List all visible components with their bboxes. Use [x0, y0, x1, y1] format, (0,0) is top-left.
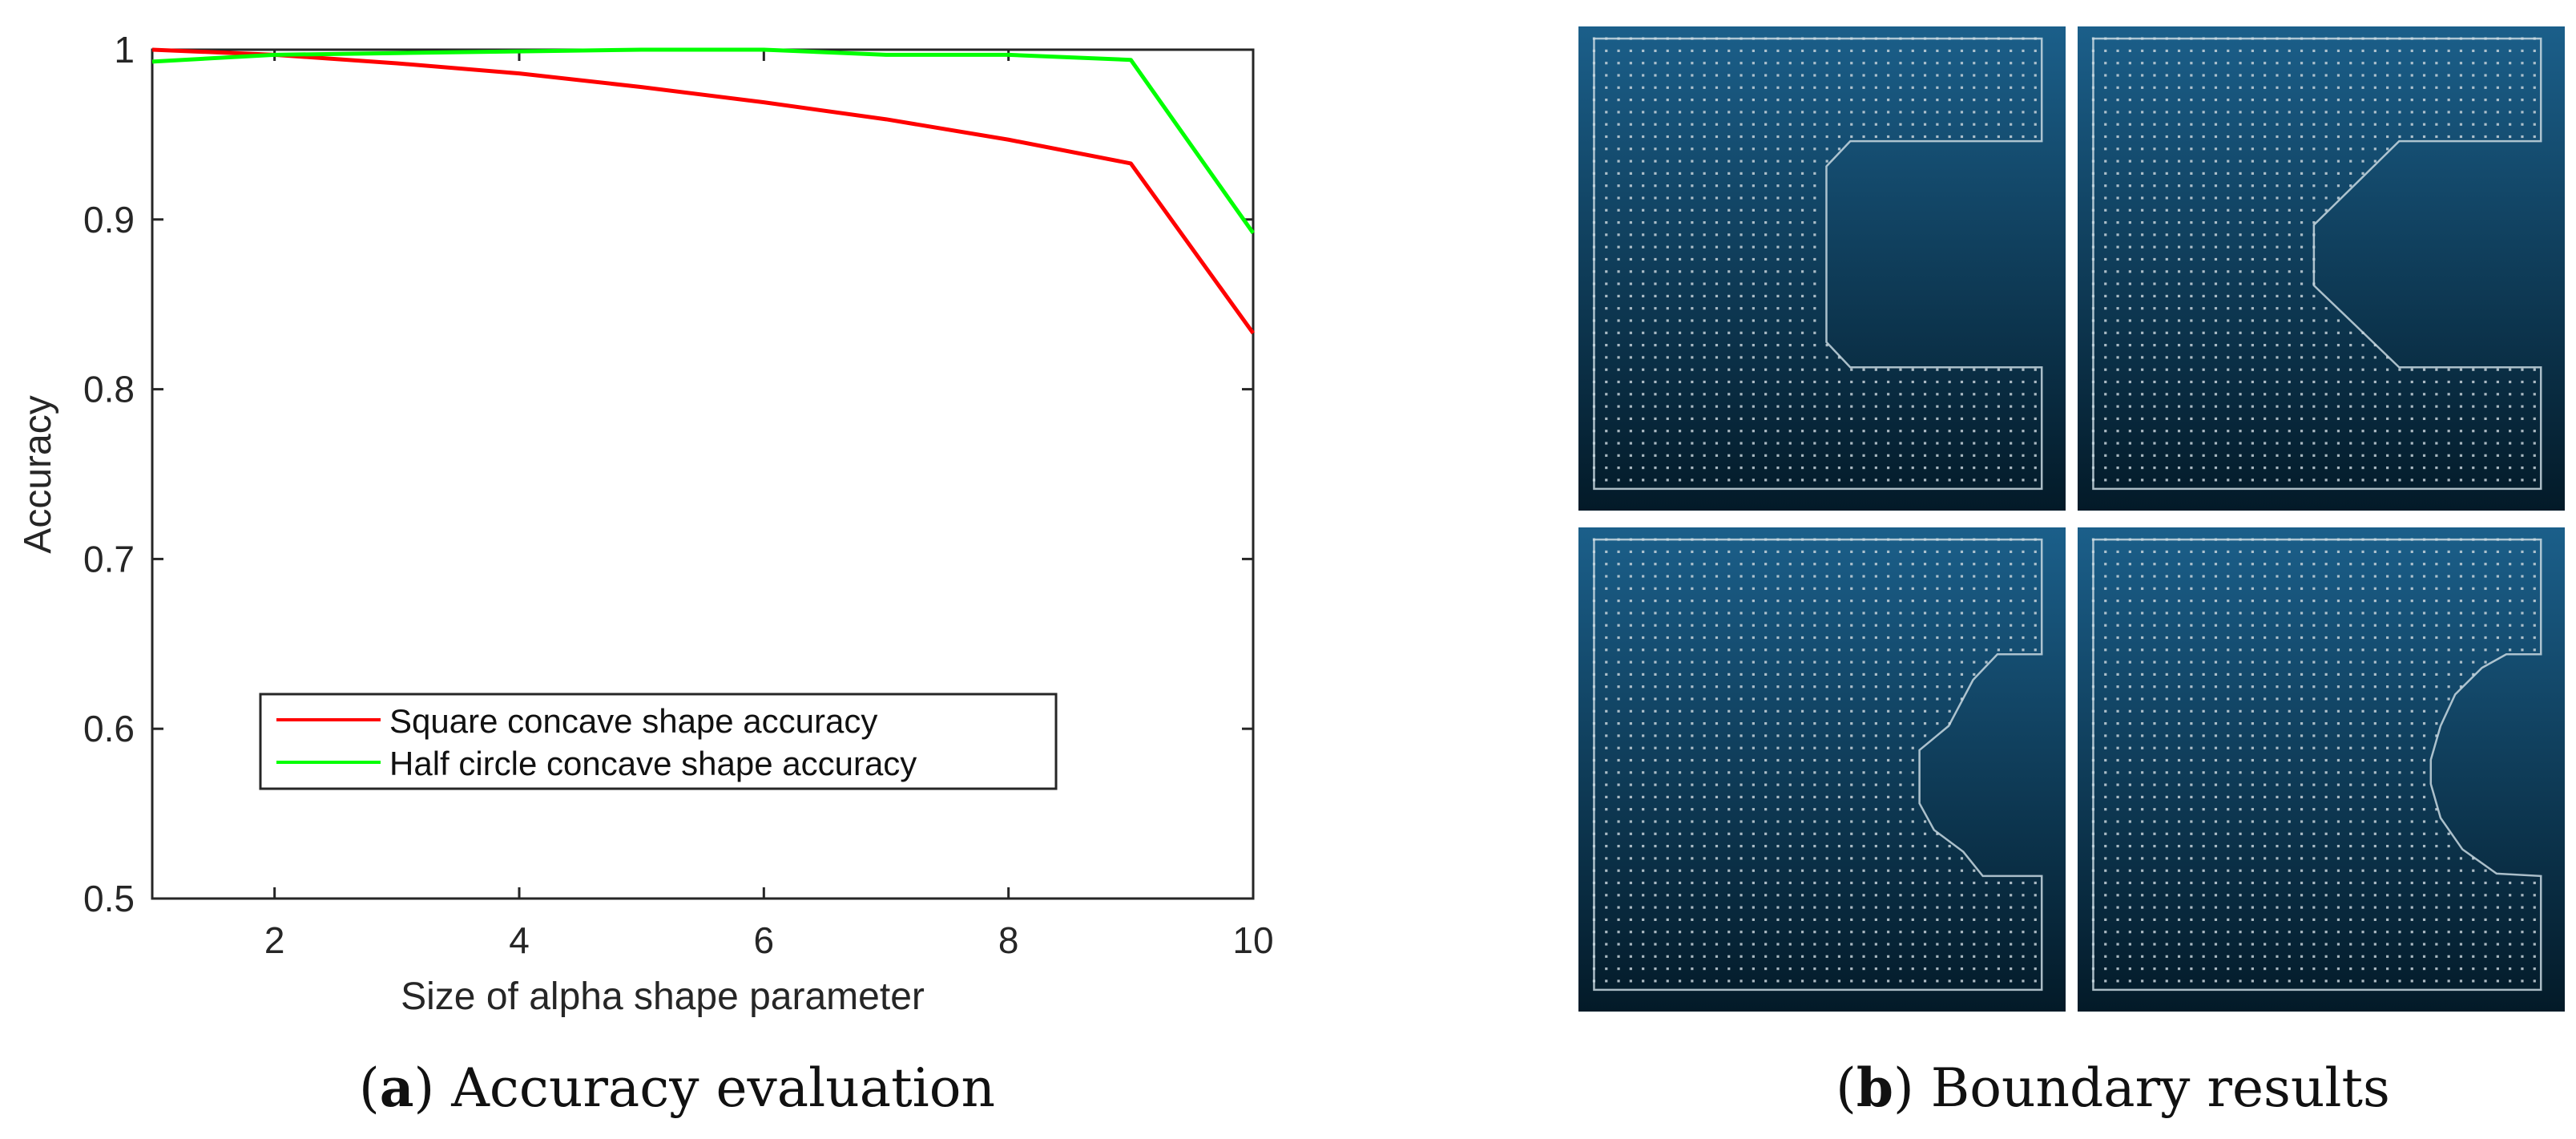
panel-background — [2078, 26, 2565, 511]
y-tick-label: 0.9 — [83, 199, 135, 240]
legend-box — [259, 693, 1058, 790]
x-tick-label: 8 — [998, 919, 1019, 961]
caption-b: (b) Boundary results — [1836, 1056, 2390, 1119]
y-tick-label: 0.7 — [83, 538, 135, 580]
y-axis: 0.5 0.6 0.7 0.8 0.9 1 — [83, 29, 1253, 919]
alpha-shape-boundary — [1593, 37, 2043, 491]
point-cloud — [2091, 37, 2536, 482]
series-line-half-circle — [151, 47, 1256, 235]
square-concave-boundary-2 — [2078, 26, 2565, 511]
panel-background — [2078, 527, 2565, 1012]
x-tick-label: 4 — [509, 919, 530, 961]
legend-label-half-circle: Half circle concave shape accuracy — [389, 745, 917, 782]
y-tick-label: 1 — [114, 29, 135, 71]
half-circle-concave-boundary-2 — [2078, 527, 2565, 1012]
alpha-shape-boundary — [2092, 538, 2542, 992]
x-axis: 2 4 6 8 10 — [264, 50, 1274, 961]
accuracy-chart: 0.5 0.6 0.7 0.8 0.9 1 2 4 6 8 10 Size of alpha sh… — [17, 29, 1274, 1119]
boundary-results-panels — [1578, 26, 2565, 1012]
panel-background — [1578, 527, 2066, 1012]
x-tick-label: 2 — [264, 919, 285, 961]
x-axis-label: Size of alpha shape parameter — [401, 975, 925, 1018]
y-tick-label: 0.6 — [83, 708, 135, 749]
x-tick-label: 10 — [1232, 919, 1273, 961]
caption-a: (a) Accuracy evaluation — [359, 1056, 995, 1119]
y-axis-label: Accuracy — [17, 395, 59, 553]
point-cloud — [1592, 37, 2037, 482]
x-tick-label: 6 — [754, 919, 775, 961]
y-tick-label: 0.8 — [83, 369, 135, 410]
square-concave-boundary-1 — [1578, 26, 2066, 511]
alpha-shape-boundary — [2092, 37, 2542, 491]
legend-label-square: Square concave shape accuracy — [389, 702, 877, 740]
alpha-shape-boundary — [1593, 538, 2043, 992]
point-cloud — [2091, 538, 2536, 983]
series-lines — [151, 47, 1256, 335]
half-circle-concave-boundary-1 — [1578, 527, 2066, 1012]
legend: Square concave shape accuracy Half circl… — [259, 693, 1058, 790]
y-tick-label: 0.5 — [83, 878, 135, 919]
series-line-square — [151, 47, 1256, 335]
panel-background — [1578, 26, 2066, 511]
